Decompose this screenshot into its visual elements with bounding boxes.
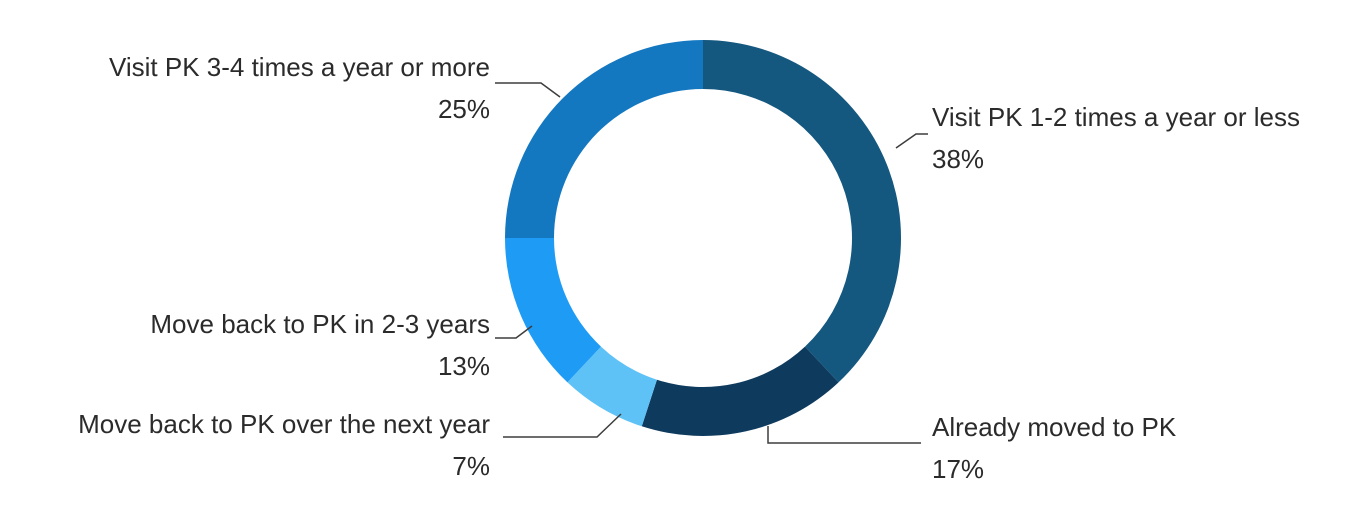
label-move-next-year: Move back to PK over the next year 7% xyxy=(78,403,490,487)
label-move-2-3-pct: 13% xyxy=(437,351,490,381)
donut-segment-4 xyxy=(505,40,703,238)
label-visit-3-4: Visit PK 3-4 times a year or more 25% xyxy=(109,46,490,130)
label-already-moved: Already moved to PK 17% xyxy=(932,406,1176,490)
label-visit-1-2: Visit PK 1-2 times a year or less 38% xyxy=(932,96,1300,180)
leader-line-move-2-3 xyxy=(495,325,533,339)
donut-chart xyxy=(505,40,902,437)
leader-line-already-moved xyxy=(767,426,921,444)
leader-line-visit-3-4 xyxy=(495,82,561,98)
label-move-2-3-text: Move back to PK in 2-3 years xyxy=(150,309,490,339)
leader-line-visit-1-2 xyxy=(895,133,928,149)
donut-segment-3 xyxy=(505,238,601,383)
donut-segment-0 xyxy=(703,40,902,383)
label-already-moved-text: Already moved to PK xyxy=(932,412,1177,442)
label-visit-3-4-text: Visit PK 3-4 times a year or more xyxy=(109,52,490,82)
label-visit-1-2-pct: 38% xyxy=(932,144,985,174)
donut-segment-2 xyxy=(567,346,657,427)
donut-segment-1 xyxy=(641,346,839,437)
label-move-next-year-text: Move back to PK over the next year xyxy=(78,409,490,439)
label-visit-1-2-text: Visit PK 1-2 times a year or less xyxy=(932,102,1300,132)
leader-lines xyxy=(495,82,928,444)
label-visit-3-4-pct: 25% xyxy=(437,94,490,124)
label-move-2-3: Move back to PK in 2-3 years 13% xyxy=(150,303,490,387)
label-already-moved-pct: 17% xyxy=(932,454,985,484)
leader-line-move-next-year xyxy=(503,413,622,438)
label-move-next-year-pct: 7% xyxy=(452,451,490,481)
